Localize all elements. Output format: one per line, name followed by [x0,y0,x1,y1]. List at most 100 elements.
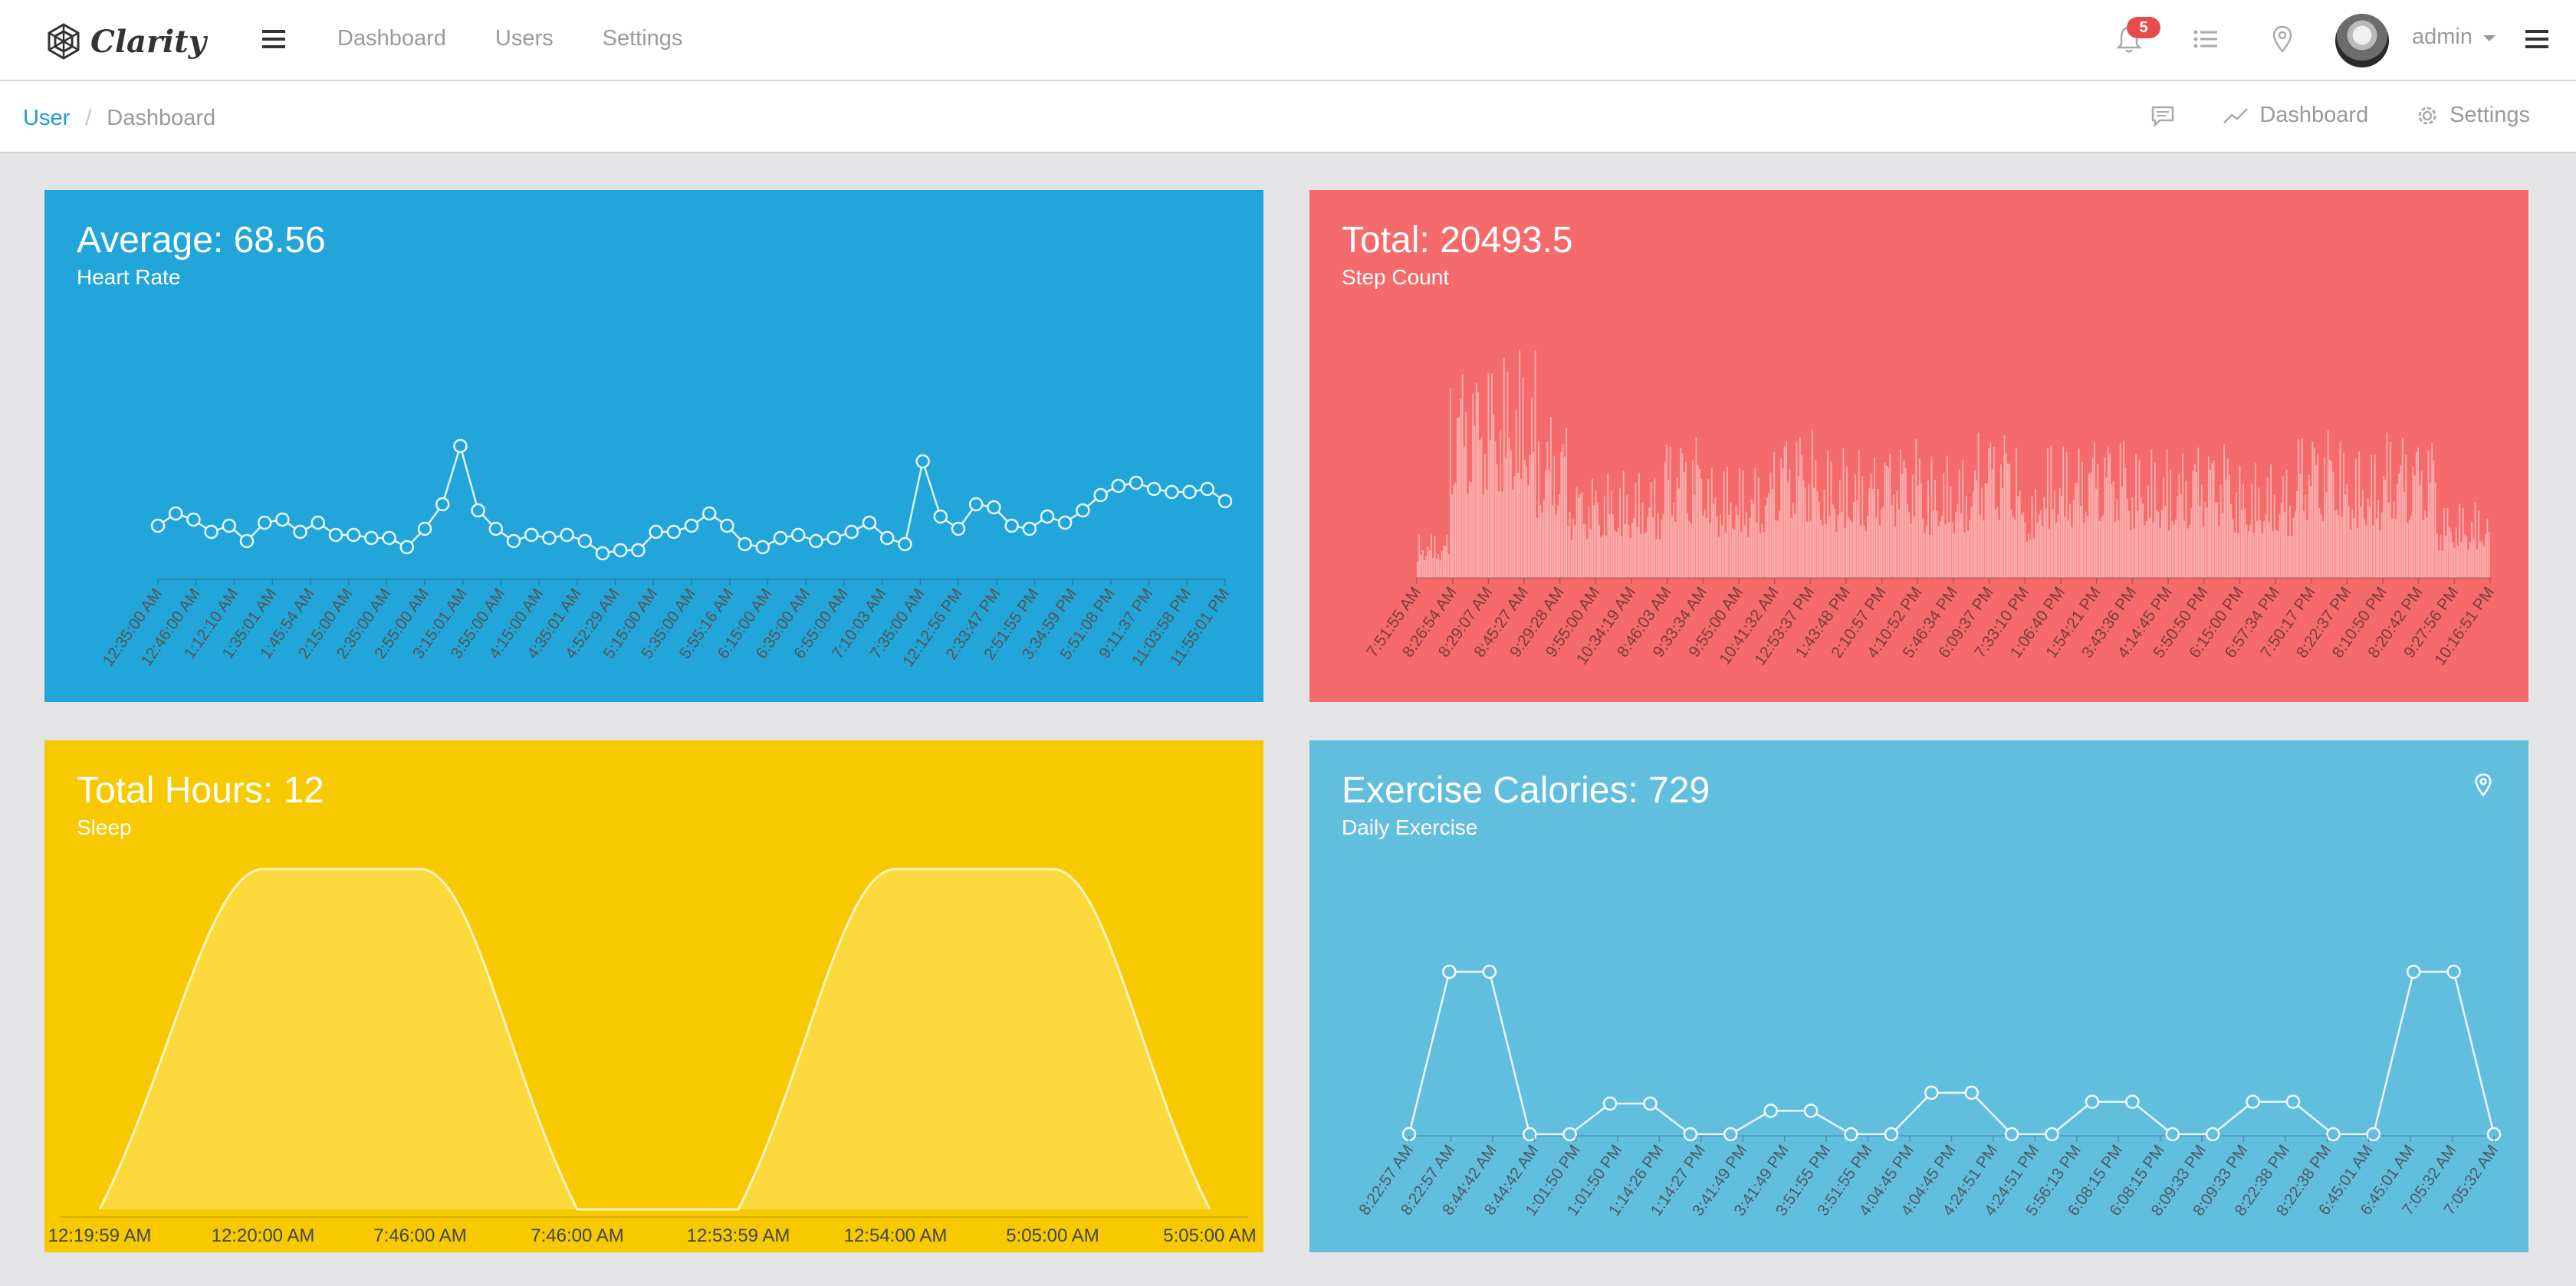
chat-icon[interactable] [2150,104,2175,127]
breadcrumb-current: Dashboard [107,106,216,130]
user-name[interactable]: admin [2412,25,2472,49]
bar [1972,491,1974,578]
sleep-card[interactable]: Total Hours: 12 Sleep 12:19:59 AM 12:20:0… [44,740,1263,1252]
bar [1500,429,1502,578]
bar [2299,473,2302,578]
location-pin-icon[interactable] [2271,25,2294,54]
bar [2083,523,2085,578]
bar [2045,509,2047,578]
bar [1562,444,1564,578]
bar [2377,500,2380,578]
bar [1764,505,1766,578]
bar [2111,484,2113,578]
bar [2170,469,2172,578]
bar [2232,519,2234,578]
bar [1860,526,1861,578]
exercise-chart: 8:22:57 AM8:22:57 AM8:44:42 AM8:44:42 AM… [1355,964,2502,1219]
bar [1856,500,1858,578]
bar [2160,510,2163,578]
bar [2358,451,2361,578]
bar [1515,410,1517,578]
data-point [399,540,415,555]
data-point [2285,1094,2301,1109]
bar [2233,532,2236,578]
bar [1709,523,1711,578]
menu-icon[interactable] [2524,28,2550,51]
bar [1953,533,1955,578]
subnav-dashboard[interactable]: Dashboard [2223,103,2368,128]
bar [1776,520,1779,578]
bar [1974,470,1976,578]
bar [1924,533,1926,578]
bar [1603,496,1605,578]
bar [1454,482,1457,578]
data-point [2045,1127,2059,1142]
bar [2247,531,2249,578]
bar [2128,510,2130,578]
bar [1633,517,1635,578]
bar [1589,529,1592,578]
bar [2471,521,2472,578]
bar [1673,502,1674,578]
subnav-settings[interactable]: Settings [2416,103,2530,128]
bar [1608,514,1611,578]
list-icon[interactable] [2193,28,2219,51]
bar [2071,527,2073,578]
sidebar-toggle-icon[interactable] [261,28,287,51]
bar [2130,530,2132,578]
bar [1825,523,1827,578]
nav-dashboard[interactable]: Dashboard [337,26,446,51]
bar [1474,425,1476,578]
data-point [542,530,557,546]
bar [2180,494,2182,578]
x-tick-label: 12:53:59 AM [687,1225,790,1246]
bar [2405,454,2407,578]
bar [1756,522,1758,578]
location-pin-icon[interactable] [2473,773,2493,797]
bar [2064,516,2066,578]
bar [1932,510,1934,578]
bar [2230,504,2233,578]
bar [2010,509,2013,578]
bar [2452,542,2454,578]
bar [1882,506,1884,578]
exercise-card[interactable]: Exercise Calories: 729 Daily Exercise 8:… [1309,740,2528,1252]
bar [2398,473,2400,578]
data-point [755,540,770,555]
sleep-subtitle: Sleep [77,815,132,839]
data-point [631,543,646,558]
bar [1428,550,1431,578]
bar [1884,462,1886,578]
data-point [1146,481,1162,497]
bar [2029,539,2032,578]
bar [1621,536,1623,578]
bar [1737,515,1739,578]
bar [2032,538,2035,578]
heart-rate-card[interactable]: Average: 68.56 Heart Rate 12:35:00 AM 12:… [44,190,1263,702]
breadcrumb-user[interactable]: User [23,106,71,130]
bar [2336,509,2338,578]
app-logo[interactable]: Clarity [44,20,206,63]
nav-users[interactable]: Users [495,26,554,51]
bar [1868,488,1871,578]
bar [1503,357,1505,578]
bar [1917,485,1919,578]
bar [2249,524,2251,578]
bar [1946,455,1948,578]
bar [2301,438,2303,578]
data-point [1803,1104,1819,1118]
bar [2476,549,2478,578]
nav-settings[interactable]: Settings [602,26,683,51]
bar [2305,494,2307,578]
bar [1894,527,1897,578]
bar [2440,535,2442,578]
bar [1717,536,1720,578]
bar [1619,487,1621,578]
data-point [613,543,628,558]
bar [1970,507,1973,578]
chevron-down-icon[interactable] [2482,34,2496,43]
step-count-card[interactable]: Total: 20493.5 Step Count 7:51:55 AM 8:26… [1309,190,2528,702]
bar [1605,536,1607,578]
bar [1512,489,1513,578]
avatar[interactable] [2335,14,2389,67]
